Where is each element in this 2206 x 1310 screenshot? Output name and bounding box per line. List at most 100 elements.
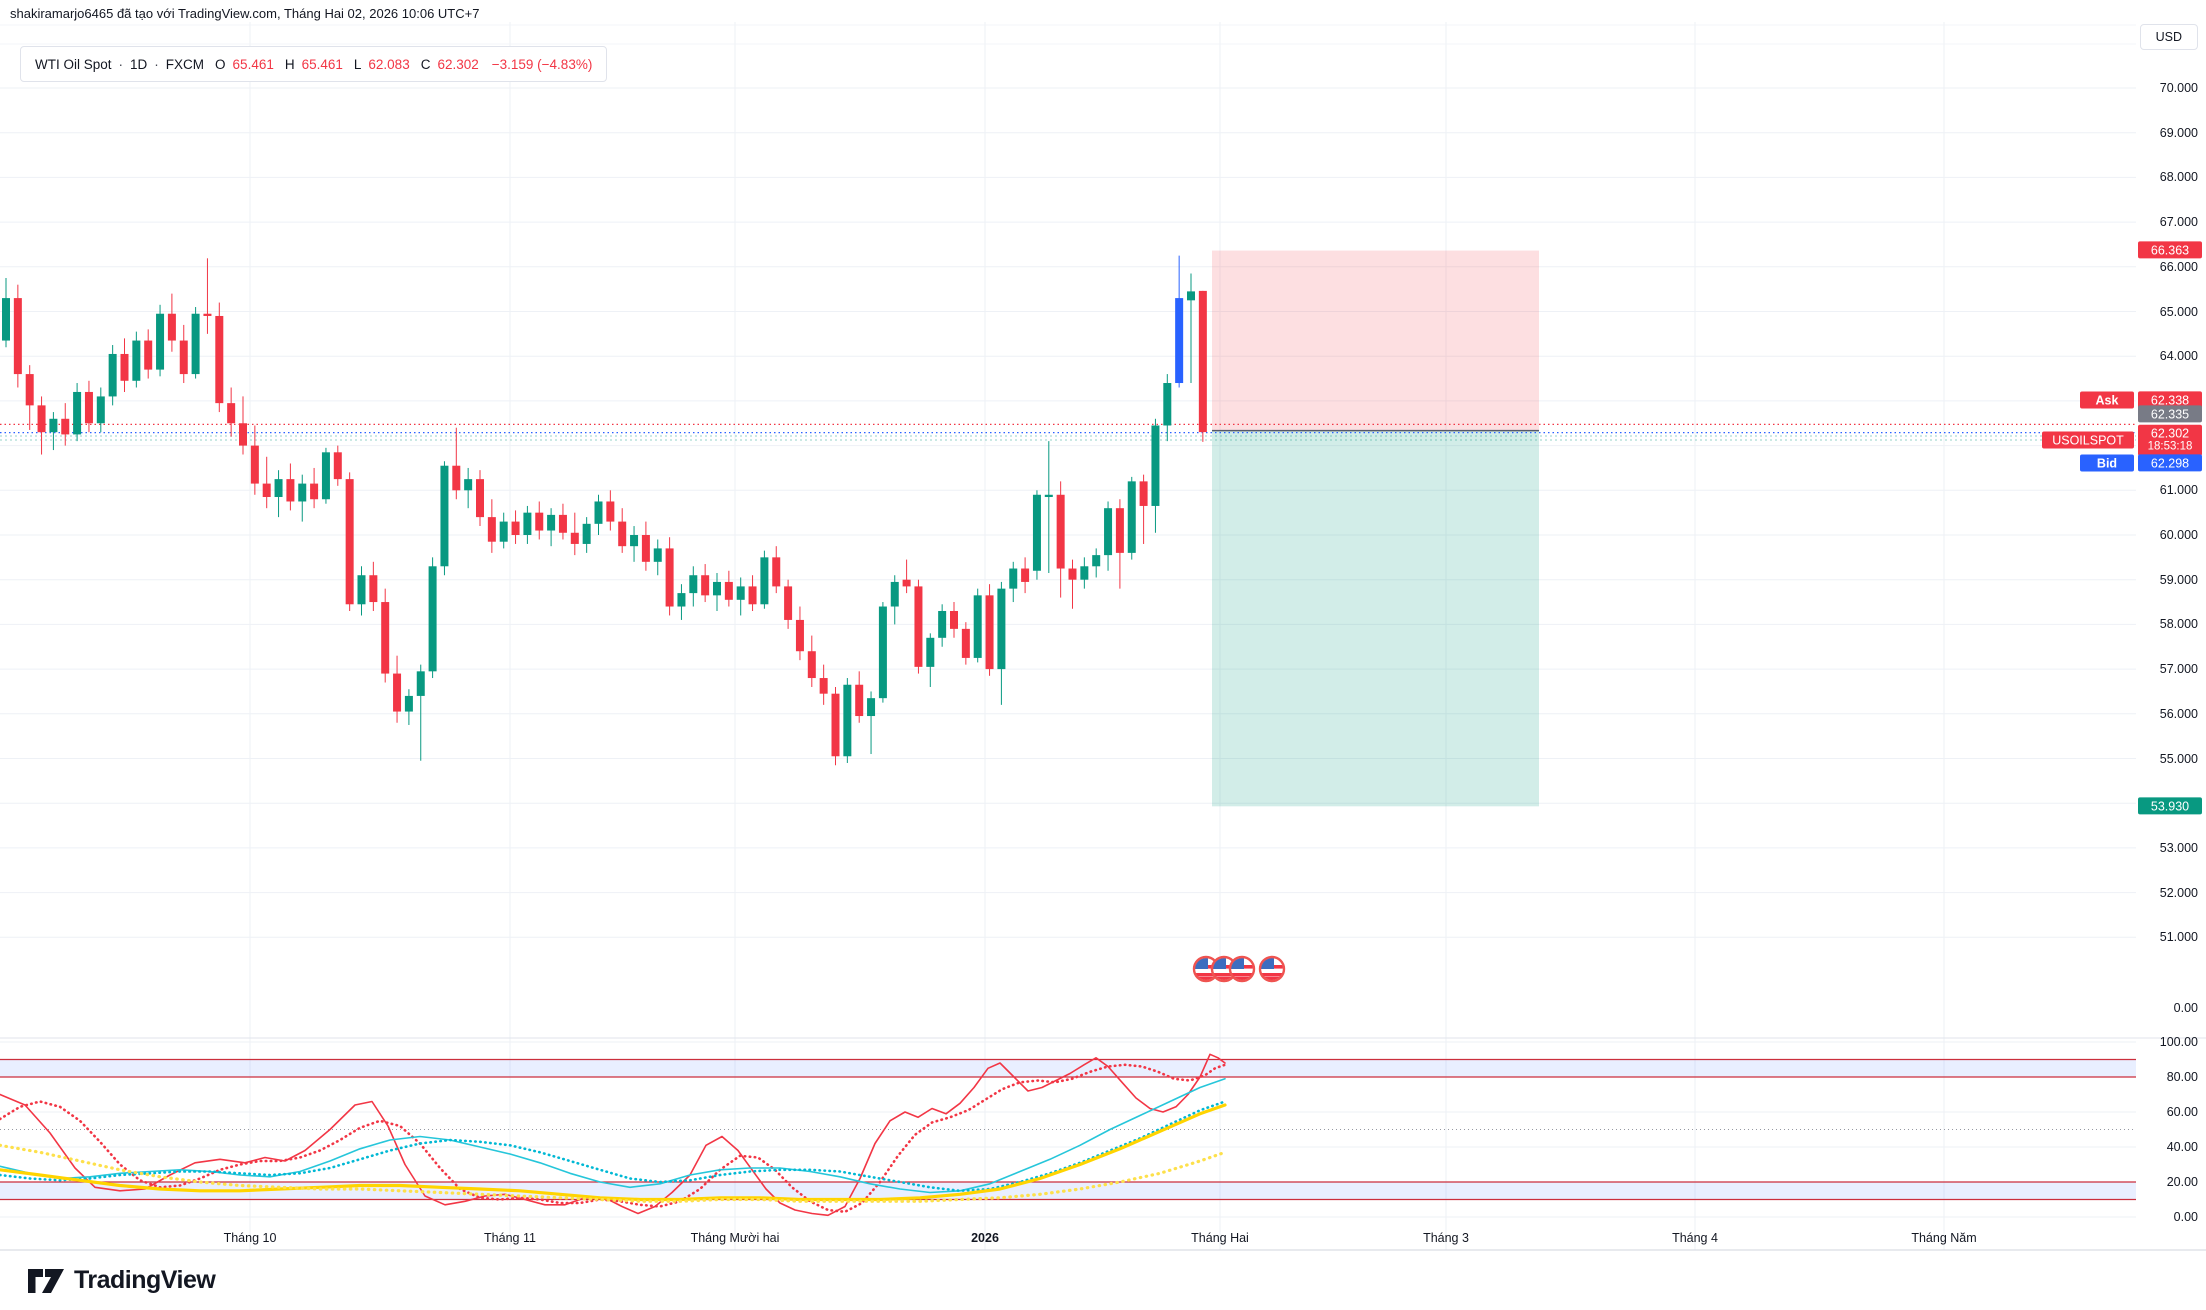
candle-body: [250, 445, 259, 484]
interval-label[interactable]: 1D: [130, 56, 148, 72]
price-tick-label: 51.000: [2159, 930, 2198, 945]
price-tick-label: 61.000: [2159, 483, 2198, 498]
candle-body: [393, 673, 402, 712]
close-label: C: [420, 56, 431, 72]
candle-body: [25, 374, 34, 406]
candle-body: [961, 628, 970, 658]
price-tick-label: 70.000: [2159, 81, 2198, 95]
price-tick-label: 55.000: [2159, 751, 2198, 766]
candle-body: [535, 512, 544, 531]
time-tick-label: 2026: [971, 1231, 999, 1245]
stoch-red-d: [0, 1063, 1227, 1214]
indicator-tick-label: 100.00: [2159, 1035, 2198, 1049]
us-flag-event-icon[interactable]: [1192, 955, 1220, 983]
candle-body: [1115, 508, 1124, 553]
price-tick-label: 53.000: [2159, 840, 2198, 855]
stoch-yellow-d: [0, 1143, 1227, 1203]
candle-body: [167, 313, 176, 341]
time-tick-label: Tháng Năm: [1911, 1231, 1977, 1245]
time-tick-label: Tháng Mười hai: [690, 1231, 780, 1245]
price-tick-label: 65.000: [2159, 304, 2198, 319]
candle-body: [227, 403, 236, 424]
candle-body: [855, 684, 864, 717]
candle-body: [831, 693, 840, 757]
time-tick-label: Tháng Hai: [1191, 1231, 1249, 1245]
candle-body: [819, 678, 828, 694]
us-flag-event-icon[interactable]: [1258, 955, 1286, 983]
candle-body: [724, 581, 733, 600]
indicator-tick-label: 40.00: [2166, 1140, 2198, 1154]
candle-body: [558, 514, 567, 533]
candle-body: [1032, 494, 1041, 571]
candle-body: [120, 353, 129, 381]
candle-body: [867, 698, 876, 717]
candle-body: [416, 671, 425, 696]
candle-body: [736, 586, 745, 600]
candle-body: [464, 479, 473, 491]
candle-body: [985, 595, 994, 670]
price-tick-label: 59.000: [2159, 572, 2198, 587]
candle-body: [843, 684, 852, 757]
candle-body: [333, 452, 342, 480]
indicator-tick-label: 20.00: [2166, 1175, 2198, 1189]
candle-body: [404, 695, 413, 712]
candle-body: [428, 566, 437, 672]
legend-separator: ·: [154, 56, 159, 72]
bid-price-label: 62.298: [2138, 454, 2202, 472]
candle-body: [1044, 494, 1053, 498]
candle-body: [760, 557, 769, 605]
candle-body: [677, 593, 686, 607]
candle-body: [938, 610, 947, 638]
candle-body: [499, 521, 508, 542]
candle-body: [665, 548, 674, 607]
candle-body: [13, 298, 22, 375]
exchange-label: FXCM: [165, 56, 205, 72]
candle-body: [973, 595, 982, 658]
last-price-value: 62.302: [2150, 426, 2190, 441]
price-tick-label: 58.000: [2159, 617, 2198, 632]
us-flag-event-icon[interactable]: [1210, 955, 1238, 983]
us-flag-event-icon[interactable]: [1228, 955, 1256, 983]
price-tick-label: 67.000: [2159, 215, 2198, 230]
candle-body: [1127, 481, 1136, 553]
candle-body: [689, 575, 698, 594]
price-tick-label: 69.000: [2159, 125, 2198, 140]
candle-body: [630, 535, 639, 547]
open-label: O: [215, 56, 226, 72]
candle-body: [203, 313, 212, 316]
candle-body: [452, 465, 461, 491]
tradingview-logo-icon: [28, 1268, 64, 1293]
position-stop-box[interactable]: [1212, 250, 1539, 431]
price-tick-label: 56.000: [2159, 706, 2198, 721]
position-target-box[interactable]: [1212, 430, 1539, 807]
high-label: H: [284, 56, 295, 72]
candle-body: [49, 418, 58, 433]
bid-tag: Bid: [2080, 454, 2134, 472]
candle-body: [179, 340, 188, 375]
candle-body: [286, 479, 295, 502]
candle-body: [1139, 481, 1148, 506]
candle-body: [73, 391, 82, 435]
candle-body: [653, 548, 662, 562]
target-price-label: 53.930: [2138, 797, 2202, 815]
currency-toggle-button[interactable]: USD: [2139, 24, 2198, 50]
candle-body: [1151, 425, 1160, 506]
countdown-price-label: 62.335: [2138, 405, 2202, 423]
tradingview-logo[interactable]: TradingView: [28, 1266, 216, 1295]
candle-body: [1021, 568, 1030, 582]
candle-body: [2, 298, 10, 341]
candle-body: [950, 610, 958, 629]
candle-body: [487, 517, 496, 542]
open-value: 65.461: [232, 56, 274, 72]
stop-price-label: 66.363: [2138, 241, 2202, 259]
candle-body: [132, 340, 141, 381]
candle-body: [191, 313, 200, 375]
low-value: 62.083: [368, 56, 410, 72]
indicator-tick-label: 60.00: [2166, 1105, 2198, 1119]
symbol-title[interactable]: WTI Oil Spot: [35, 56, 112, 72]
symbol-legend: WTI Oil Spot · 1D · FXCM O 65.461 H 65.461…: [20, 46, 608, 82]
candle-body: [1092, 555, 1101, 567]
price-tick-label: 52.000: [2159, 885, 2198, 900]
candle-body: [582, 523, 591, 544]
